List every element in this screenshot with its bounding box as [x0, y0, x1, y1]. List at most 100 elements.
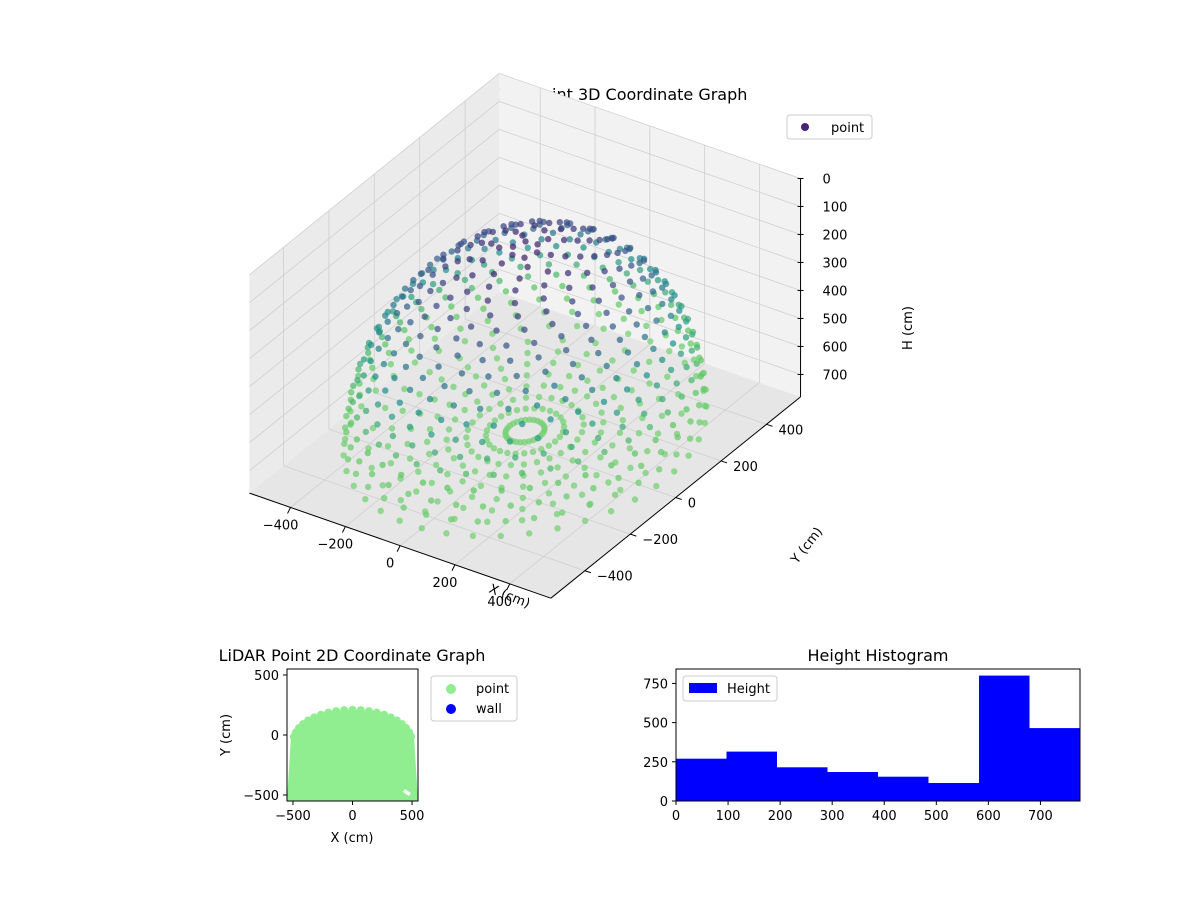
point-3d — [401, 385, 408, 393]
point-3d — [545, 235, 552, 243]
point-3d — [501, 375, 509, 383]
grid-z-back — [499, 73, 801, 179]
point-3d — [461, 338, 469, 345]
point-3d — [415, 298, 422, 306]
y-tick-label: 500 — [643, 717, 668, 732]
point-3d — [387, 361, 394, 368]
point-3d — [474, 398, 481, 405]
point-3d — [511, 299, 519, 307]
point-3d — [557, 449, 564, 457]
point-2d — [348, 705, 357, 714]
point-3d — [350, 382, 357, 389]
point-3d — [438, 376, 445, 383]
point-3d — [431, 449, 439, 456]
point-3d — [562, 396, 569, 403]
point-3d — [496, 244, 503, 251]
grid-z-back — [499, 185, 801, 291]
x-tick — [506, 583, 511, 591]
point-3d — [553, 271, 560, 278]
point-2d — [364, 707, 373, 716]
point-3d — [481, 228, 488, 236]
point-3d — [505, 386, 513, 393]
point-3d — [382, 387, 389, 394]
grid-z-left — [249, 73, 500, 276]
point-3d — [434, 325, 441, 333]
point-3d — [428, 497, 435, 504]
point-3d — [618, 294, 625, 301]
point-3d — [380, 360, 388, 368]
point-3d — [631, 450, 639, 457]
point-3d — [545, 442, 552, 449]
point-3d — [620, 315, 627, 322]
point-3d — [678, 393, 685, 400]
point-3d — [563, 219, 570, 226]
point-3d — [535, 499, 542, 506]
y-tick-label: −400 — [597, 570, 633, 585]
point-3d — [476, 340, 483, 348]
point-3d — [601, 448, 608, 456]
point-3d — [595, 297, 602, 304]
y-tick-label: 0 — [660, 795, 668, 810]
point-3d — [477, 405, 484, 412]
histogram-legend-box — [682, 675, 778, 702]
point-3d — [562, 253, 569, 260]
point-3d — [463, 434, 470, 441]
point-3d — [509, 243, 517, 250]
plot2d-legend-point-marker — [446, 684, 456, 694]
point-3d — [389, 432, 397, 440]
x-tick-label: −200 — [317, 538, 353, 553]
point-3d — [399, 407, 406, 414]
point-3d — [460, 504, 467, 512]
point-3d — [622, 247, 629, 255]
point-3d — [685, 327, 692, 334]
point-3d — [557, 383, 564, 391]
point-2d — [356, 706, 365, 715]
point-3d — [591, 439, 599, 446]
point-3d — [575, 458, 582, 465]
point-3d — [654, 276, 662, 284]
point-3d — [541, 282, 548, 289]
point-3d — [635, 479, 642, 486]
point-3d — [609, 357, 616, 364]
point-3d — [377, 507, 384, 515]
point-3d — [619, 423, 626, 430]
point-3d — [403, 303, 411, 310]
plot3d-legend-box — [786, 114, 873, 140]
point-3d — [512, 287, 519, 294]
point-3d — [343, 467, 350, 475]
point-3d — [518, 517, 526, 524]
point-3d — [343, 428, 350, 436]
x-tick-label: 400 — [872, 809, 897, 824]
point-3d — [489, 344, 497, 352]
point-3d — [506, 438, 514, 445]
point-3d — [469, 272, 476, 279]
point-3d — [496, 249, 503, 256]
point-3d — [580, 225, 587, 232]
point-3d — [362, 407, 370, 415]
point-3d — [509, 251, 516, 259]
grid-z-back — [499, 157, 801, 263]
point-3d — [546, 219, 553, 227]
point-3d — [343, 412, 350, 420]
point-3d — [360, 372, 367, 379]
point-3d — [398, 471, 405, 479]
point-3d — [390, 301, 397, 309]
point-3d — [402, 363, 410, 370]
point-3d — [599, 384, 606, 391]
point-3d — [697, 357, 705, 364]
point-3d — [462, 470, 470, 478]
point-3d — [687, 340, 694, 347]
point-3d — [569, 457, 576, 464]
point-3d — [596, 236, 603, 244]
point-3d — [340, 452, 347, 459]
point-3d — [597, 454, 604, 461]
point-3d — [570, 482, 578, 489]
point-3d — [580, 244, 587, 251]
point-3d — [415, 409, 422, 416]
point-3d — [635, 396, 642, 403]
point-3d — [426, 450, 433, 458]
point-3d — [625, 437, 632, 444]
point-3d — [563, 295, 571, 302]
point-3d — [636, 266, 644, 274]
